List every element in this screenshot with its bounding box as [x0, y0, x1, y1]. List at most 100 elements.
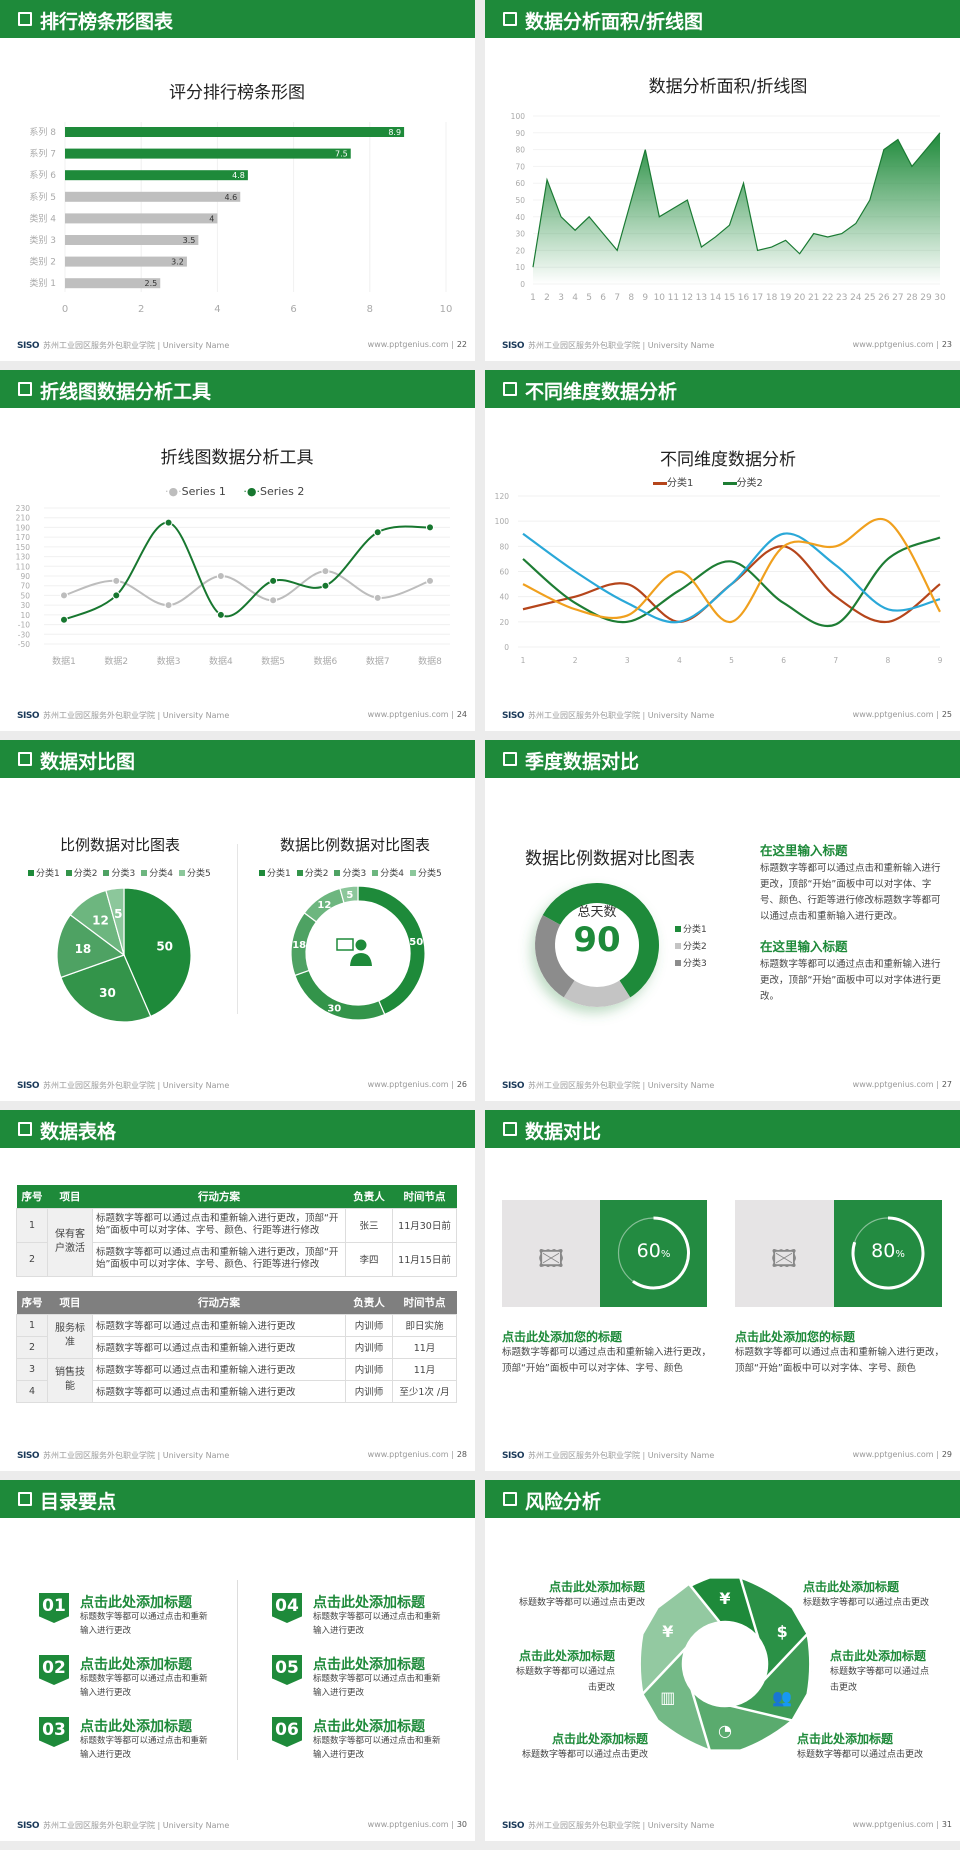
legend-item: 分类3 — [675, 956, 707, 973]
col-header: 负责人 — [353, 1296, 385, 1309]
risk-item: 点击此处添加标题 标题数字等都可以通过点击更改 — [797, 1730, 947, 1763]
tick-label: 60 — [499, 568, 509, 577]
tick-label: 11 — [668, 293, 679, 303]
footer-site: www.pptgenius.com | 26 — [368, 1080, 467, 1089]
data-point — [60, 615, 68, 624]
site-url: www.pptgenius.com | — [367, 1450, 454, 1459]
col-header: 序号 — [21, 1296, 43, 1309]
pie-slice — [535, 915, 575, 998]
toc-text: 标题数字等都可以通过点击和重新输入进行更改 — [80, 1674, 208, 1698]
percent-card: 60% — [600, 1200, 707, 1307]
risk-heading[interactable]: 点击此处添加标题 — [803, 1580, 900, 1594]
ring-progress — [851, 1216, 925, 1290]
toc-heading[interactable]: 点击此处添加标题 — [313, 1595, 425, 1611]
screen — [336, 938, 354, 951]
risk-heading[interactable]: 点击此处添加标题 — [548, 1580, 645, 1594]
tick-label: -10 — [18, 621, 30, 630]
tick-label: 50 — [515, 196, 525, 205]
tick-label: 100 — [495, 517, 510, 526]
cell: 11月 — [392, 1357, 457, 1381]
footer-site: www.pptgenius.com | 23 — [853, 340, 952, 349]
tick-label: 29 — [920, 293, 932, 303]
tick-label: 8 — [367, 304, 373, 315]
data-point — [269, 596, 278, 605]
risk-text: 标题数字等都可以通过点击更改 — [830, 1667, 930, 1693]
category-label: 系列 6 — [29, 169, 56, 181]
pie-slice — [56, 914, 126, 979]
tick-label: 数据2 — [104, 655, 128, 667]
footer-school: SISO 苏州工业园区服务外包职业学院 | University Name — [502, 1080, 714, 1091]
toc-heading[interactable]: 点击此处添加标题 — [313, 1719, 425, 1735]
slide-area-chart: 数据分析面积/折线图 数据分析面积/折线图 0 10 20 30 40 50 60 70 80 9… — [485, 0, 960, 361]
logo: SISO — [17, 1081, 39, 1091]
tick-label: 80 — [515, 146, 525, 155]
risk-heading[interactable]: 点击此处添加标题 — [830, 1649, 927, 1663]
pie-slice — [105, 887, 125, 956]
table-header: 序号 项目 行动方案 负责人 时间节点 — [16, 1291, 457, 1314]
risk-heading[interactable]: 点击此处添加标题 — [518, 1649, 615, 1663]
footer-site: www.pptgenius.com | 25 — [853, 710, 952, 719]
data-point — [60, 591, 68, 600]
col-header: 项目 — [59, 1190, 81, 1203]
footer-school: SISO 苏州工业园区服务外包职业学院 | University Name — [17, 340, 229, 351]
risk-item: 点击此处添加标题 标题数字等都可以通过点击更改 — [498, 1730, 648, 1763]
cell-group: 保有客户激活 — [47, 1207, 93, 1277]
add-image-icon[interactable]: 🖾 — [771, 1245, 798, 1273]
donut-legend: 分类1 分类2 分类3 分类4 分类5 — [253, 866, 442, 879]
number-badge: 02 — [39, 1655, 69, 1685]
block-heading[interactable]: 点击此处添加您的标题 — [735, 1330, 856, 1344]
logo: SISO — [502, 341, 524, 351]
data-label: 12 — [317, 900, 331, 911]
legend-item: 分类4 — [135, 869, 173, 879]
checkbox-square-icon — [503, 382, 517, 396]
risk-heading[interactable]: 点击此处添加标题 — [551, 1732, 648, 1746]
slide-title: 目录要点 — [40, 1491, 117, 1513]
add-image-icon[interactable]: 🖾 — [538, 1245, 565, 1273]
toc-heading[interactable]: 点击此处添加标题 — [80, 1719, 192, 1735]
slide-title: 风险分析 — [525, 1491, 602, 1513]
logo: SISO — [502, 1821, 524, 1831]
legend-line-icon — [653, 481, 667, 485]
tick-label: 150 — [16, 543, 31, 552]
tick-label: 230 — [16, 504, 31, 513]
tick-label: 2 — [544, 293, 550, 303]
legend-swatch-icon — [141, 870, 148, 876]
table-row: 3 销售技能 标题数字等都可以通过点击和重新输入进行更改 内训师 11月 — [16, 1357, 457, 1403]
legend-item: 分类5 — [173, 869, 211, 879]
pie-slice — [123, 887, 192, 1018]
legend-swatch-icon — [372, 870, 379, 876]
logo: SISO — [17, 711, 39, 721]
image-placeholder[interactable]: 🖾 — [735, 1200, 834, 1307]
block-heading[interactable]: 点击此处添加您的标题 — [502, 1330, 623, 1344]
tick-label: 8 — [885, 656, 890, 665]
legend-label: 分类5 — [417, 869, 442, 879]
series-line — [522, 532, 941, 624]
tick-label: 120 — [495, 492, 510, 501]
toc-heading[interactable]: 点击此处添加标题 — [80, 1657, 192, 1673]
tick-label: 4 — [677, 656, 682, 665]
tick-label: 26 — [878, 293, 890, 303]
action-table-1: 序号 项目 行动方案 负责人 时间节点 1 保有客户激活 标题数字等都可以通过点击和重新输入… — [16, 1185, 457, 1277]
tick-label: 数据6 — [314, 655, 338, 667]
toc-text: 标题数字等都可以通过点击和重新输入进行更改 — [313, 1612, 441, 1636]
table-row: 1 服务标准 标题数字等都可以通过点击和重新输入进行更改 内训师 即日实施 — [16, 1313, 457, 1359]
category-label: 类别 4 — [29, 212, 56, 224]
tick-label: 数据3 — [157, 655, 181, 667]
toc-heading[interactable]: 点击此处添加标题 — [80, 1595, 192, 1611]
risk-heading[interactable]: 点击此处添加标题 — [797, 1732, 894, 1746]
percent-unit: % — [660, 1249, 671, 1260]
image-placeholder[interactable]: 🖾 — [502, 1200, 600, 1307]
toc-heading[interactable]: 点击此处添加标题 — [313, 1657, 425, 1673]
checkbox-square-icon — [503, 1122, 517, 1136]
legend-item: 分类4 — [366, 869, 404, 879]
slide-bar-chart: 排行榜条形图表 评分排行榜条形图 0 2 4 6 8 10 系列 8 8.9 系列 7 7.5 系列… — [0, 0, 475, 361]
data-point — [269, 576, 278, 585]
legend-item: 分类2 — [291, 869, 328, 879]
page-number: 30 — [456, 1820, 467, 1829]
site-url: www.pptgenius.com | — [367, 710, 454, 719]
site-url: www.pptgenius.com | — [367, 340, 454, 349]
legend-swatch-icon — [334, 870, 341, 876]
tick-label: 60 — [515, 179, 525, 188]
school-name: 苏州工业园区服务外包职业学院 | University Name — [527, 711, 715, 720]
footer-site: www.pptgenius.com | 27 — [853, 1080, 952, 1089]
